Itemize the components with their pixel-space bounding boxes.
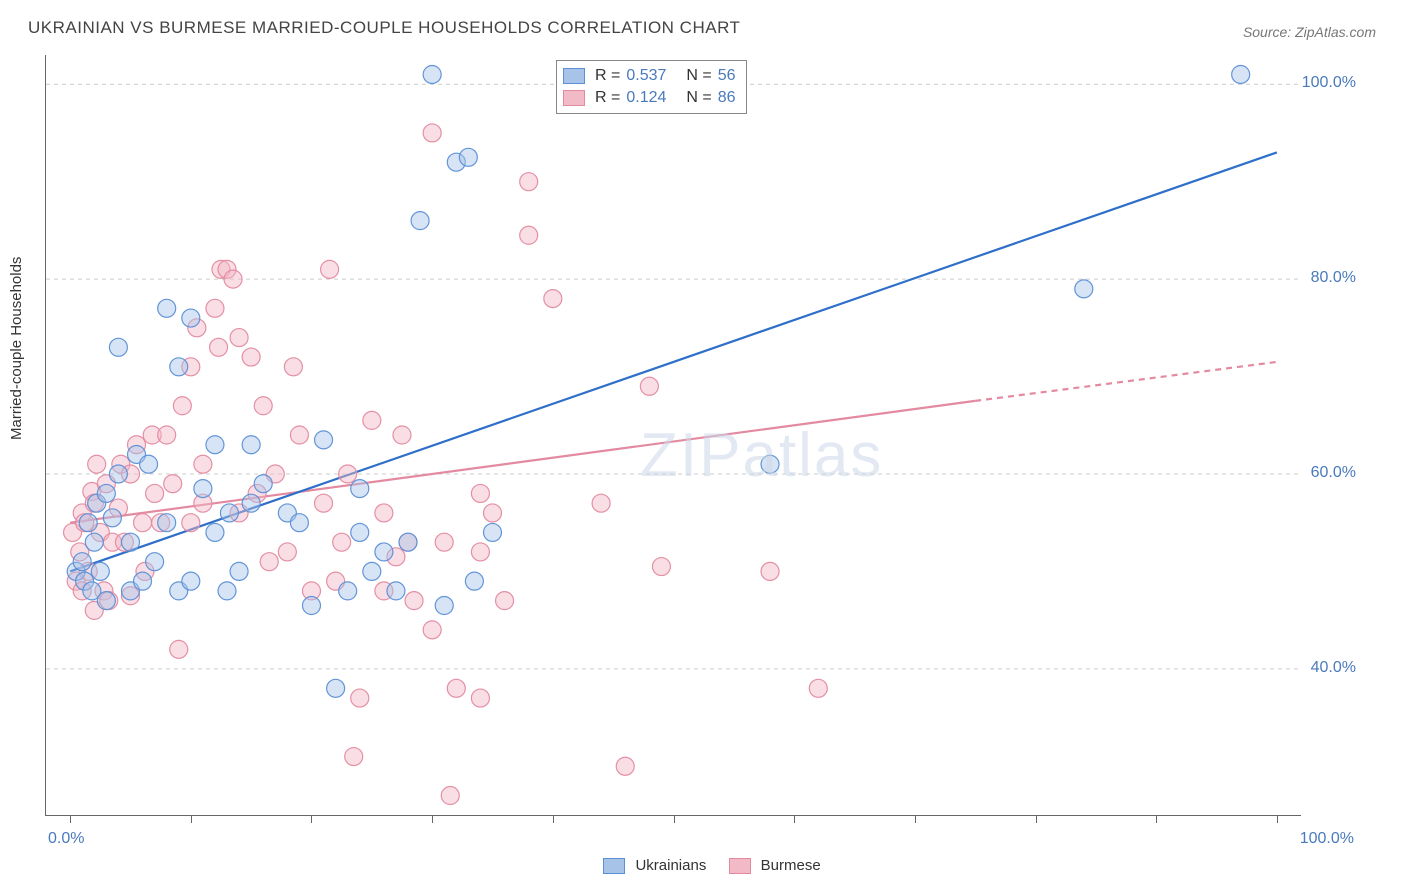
stat-legend-row-ukrainians: R = 0.537 N = 56 <box>563 65 736 87</box>
y-tick-label: 100.0% <box>1302 74 1356 92</box>
x-axis-min-label: 0.0% <box>48 830 84 848</box>
source-attribution: Source: ZipAtlas.com <box>1243 24 1376 40</box>
y-tick-label: 60.0% <box>1311 464 1356 482</box>
bottom-label-ukrainians: Ukrainians <box>635 857 706 874</box>
legend-swatch-burmese <box>563 90 585 106</box>
bottom-label-burmese: Burmese <box>761 857 821 874</box>
bottom-swatch-ukrainians <box>603 858 625 874</box>
grid-and-regression-svg <box>46 55 1301 815</box>
bottom-swatch-burmese <box>729 858 751 874</box>
legend-swatch-ukrainians <box>563 68 585 84</box>
r-label: R = <box>595 67 620 85</box>
y-axis-label: Married-couple Households <box>8 257 25 440</box>
stat-legend-box: R = 0.537 N = 56 R = 0.124 N = 86 <box>556 60 747 114</box>
stat-legend-row-burmese: R = 0.124 N = 86 <box>563 87 736 109</box>
y-tick-label: 40.0% <box>1311 659 1356 677</box>
r-label: R = <box>595 89 620 107</box>
scatter-points-svg <box>46 55 1301 815</box>
r-value-burmese: 0.124 <box>626 89 666 107</box>
plot-area: R = 0.537 N = 56 R = 0.124 N = 86 <box>45 55 1301 816</box>
y-tick-label: 80.0% <box>1311 269 1356 287</box>
n-value-burmese: 86 <box>718 89 736 107</box>
x-axis-max-label: 100.0% <box>1300 830 1354 848</box>
n-value-ukrainians: 56 <box>718 67 736 85</box>
chart-title: UKRAINIAN VS BURMESE MARRIED-COUPLE HOUS… <box>28 18 740 38</box>
bottom-legend: Ukrainians Burmese <box>0 857 1406 874</box>
n-label: N = <box>686 89 711 107</box>
n-label: N = <box>686 67 711 85</box>
r-value-ukrainians: 0.537 <box>626 67 666 85</box>
